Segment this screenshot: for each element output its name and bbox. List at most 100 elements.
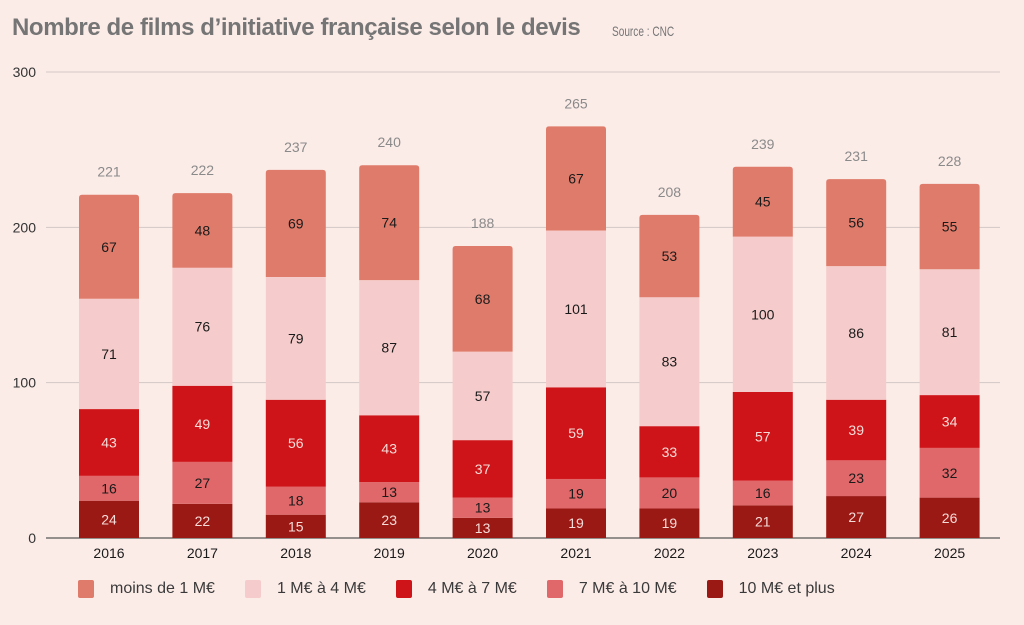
bar-segment — [79, 475, 139, 501]
y-tick-label: 200 — [13, 219, 37, 235]
bar-segment — [452, 351, 513, 441]
bar-segment — [172, 193, 233, 268]
bar-segment — [265, 277, 326, 400]
x-tick-label: 2025 — [934, 545, 965, 561]
legend-item: moins de 1 M€ — [78, 580, 215, 598]
data-label: 27 — [195, 475, 211, 491]
bar-segment — [826, 460, 887, 497]
bar-segment — [172, 385, 233, 462]
bar-segment — [732, 166, 793, 237]
data-label: 39 — [848, 422, 864, 438]
total-label: 240 — [378, 134, 402, 150]
data-label: 67 — [101, 239, 117, 255]
total-label: 221 — [97, 164, 121, 180]
bar-segment — [919, 497, 980, 538]
chart-source: Source : CNC — [612, 23, 675, 39]
bar-stack: 13 13 37 57 68 188 — [452, 215, 513, 538]
bar-segment — [732, 480, 793, 506]
bar-stack: 24 16 43 71 67 221 — [79, 164, 139, 538]
y-axis-ticks: 0 100 200 300 — [13, 64, 37, 546]
bar-segment — [826, 399, 887, 461]
data-label: 15 — [288, 518, 304, 534]
total-label: 231 — [845, 148, 869, 164]
bar-segment — [79, 194, 139, 299]
data-label: 49 — [195, 416, 211, 432]
x-tick-label: 2018 — [280, 545, 311, 561]
data-label: 43 — [101, 434, 117, 450]
data-label: 87 — [381, 340, 397, 356]
data-label: 101 — [564, 301, 588, 317]
bar-segment — [172, 267, 233, 386]
bar-segment — [359, 165, 420, 281]
x-tick-label: 2020 — [467, 545, 498, 561]
data-label: 53 — [662, 248, 678, 264]
data-label: 56 — [288, 435, 304, 451]
data-label: 33 — [662, 444, 678, 460]
total-label: 265 — [564, 95, 588, 111]
bar-stack: 27 23 39 86 56 231 — [826, 148, 887, 538]
bar-segment — [546, 230, 606, 388]
legend-label: 10 M€ et plus — [738, 580, 835, 597]
legend-swatch — [78, 580, 94, 598]
data-label: 81 — [942, 324, 958, 340]
bar-segment — [546, 508, 606, 538]
bar-segment — [452, 440, 513, 498]
total-label: 208 — [658, 184, 682, 200]
data-label: 68 — [475, 291, 491, 307]
data-label: 16 — [101, 480, 117, 496]
legend: moins de 1 M€ 1 M€ à 4 M€ 4 M€ à 7 M€ 7 M€ … — [78, 580, 865, 598]
bar-segment — [546, 478, 606, 509]
legend-item: 7 M€ à 10 M€ — [546, 580, 677, 598]
bar-segment — [639, 426, 700, 478]
data-label: 18 — [288, 493, 304, 509]
bar-segment — [639, 477, 700, 509]
data-label: 20 — [662, 485, 678, 501]
bar-segment — [546, 126, 606, 231]
bar-segment — [265, 514, 326, 538]
bars: 24 16 43 71 67 221 22 27 49 76 48 222 15 18 56 79 69 237 2… — [79, 95, 980, 538]
data-label: 34 — [942, 414, 958, 430]
bar-segment — [359, 415, 420, 483]
bar-segment — [546, 387, 606, 479]
legend-swatch — [546, 580, 563, 598]
bar-segment — [732, 505, 793, 538]
x-tick-label: 2022 — [654, 545, 685, 561]
data-label: 48 — [195, 222, 211, 238]
legend-swatch — [706, 580, 723, 598]
data-label: 79 — [288, 330, 304, 346]
total-label: 188 — [471, 215, 495, 231]
data-label: 56 — [848, 215, 864, 231]
data-label: 26 — [942, 510, 958, 526]
data-label: 13 — [475, 520, 491, 536]
y-tick-label: 100 — [13, 375, 37, 391]
total-label: 237 — [284, 139, 308, 155]
bar-segment — [79, 298, 139, 410]
bar-segment — [79, 500, 139, 538]
bar-segment — [452, 497, 513, 518]
bar-stack: 23 13 43 87 74 240 — [359, 134, 420, 538]
bar-segment — [826, 266, 887, 400]
y-tick-label: 0 — [28, 530, 36, 546]
data-label: 76 — [195, 319, 211, 335]
bar-segment — [826, 179, 887, 267]
bar-segment — [452, 517, 513, 538]
data-label: 21 — [755, 514, 771, 530]
bar-segment — [919, 447, 980, 498]
data-label: 22 — [195, 513, 211, 529]
data-label: 27 — [848, 509, 864, 525]
data-label: 13 — [381, 484, 397, 500]
bar-stack: 19 19 59 101 67 265 — [546, 95, 606, 538]
data-label: 37 — [475, 461, 491, 477]
legend-swatch — [244, 580, 261, 598]
data-label: 55 — [942, 219, 958, 235]
bar-segment — [826, 496, 887, 538]
bar-segment — [732, 391, 793, 481]
data-label: 19 — [662, 515, 678, 531]
legend-swatch — [395, 580, 412, 598]
legend-item: 10 M€ et plus — [706, 580, 835, 598]
data-label: 16 — [755, 485, 771, 501]
bar-segment — [919, 183, 980, 270]
data-label: 45 — [755, 194, 771, 210]
data-label: 71 — [101, 346, 117, 362]
data-label: 74 — [381, 215, 397, 231]
